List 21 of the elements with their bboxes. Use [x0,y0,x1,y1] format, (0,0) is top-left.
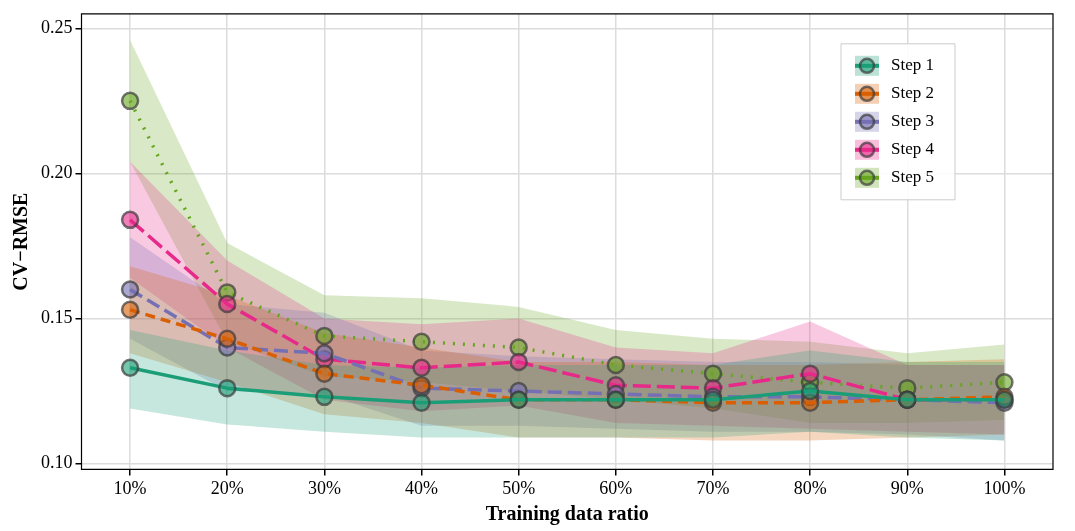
x-tick-label: 20% [210,477,244,498]
legend-label: Step 2 [891,83,934,103]
y-tick-label: 0.25 [41,17,73,38]
y-axis-title: CV−RMSE [9,192,32,291]
x-tick-label: 40% [405,477,439,498]
y-tick-label: 0.20 [41,162,73,183]
x-axis-title: Training data ratio [485,502,649,526]
x-tick-label: 80% [793,477,827,498]
x-tick-label: 60% [599,477,633,498]
legend-label: Step 1 [891,55,934,75]
x-tick-label: 50% [502,477,536,498]
legend-label: Step 5 [891,167,934,187]
x-tick-label: 10% [113,477,147,498]
x-tick-label: 30% [307,477,341,498]
legend-label: Step 3 [891,111,934,131]
x-tick-label: 90% [890,477,924,498]
x-tick-label: 70% [696,477,730,498]
x-tick-label: 100% [983,477,1026,498]
legend-label: Step 4 [891,139,935,159]
y-tick-label: 0.15 [41,307,73,328]
y-tick-label: 0.10 [41,452,73,473]
